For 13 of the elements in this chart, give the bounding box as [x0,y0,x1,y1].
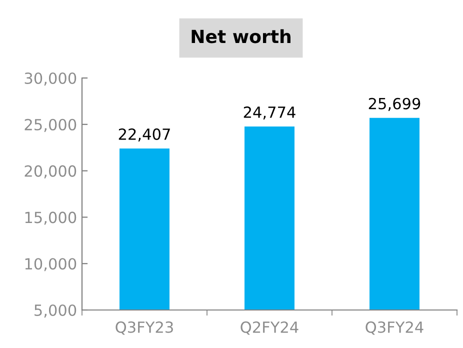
y-tick-label: 20,000 [24,165,76,178]
x-tick-label: Q3FY23 [116,321,173,335]
data-label: 25,699 [368,98,420,111]
y-tick-label: 5,000 [34,304,76,318]
y-tick-label: 15,000 [25,212,76,225]
x-tick-label: Q3FY24 [366,321,424,335]
y-tick-label: 30,000 [24,72,76,86]
data-label: 24,774 [244,106,296,120]
data-label: 22,407 [118,128,170,142]
y-tick-label: 25,000 [24,118,76,132]
y-tick-label: 10,000 [25,258,76,272]
chart-title: Net worth [192,29,290,44]
x-tick-label: Q2FY24 [240,321,298,335]
